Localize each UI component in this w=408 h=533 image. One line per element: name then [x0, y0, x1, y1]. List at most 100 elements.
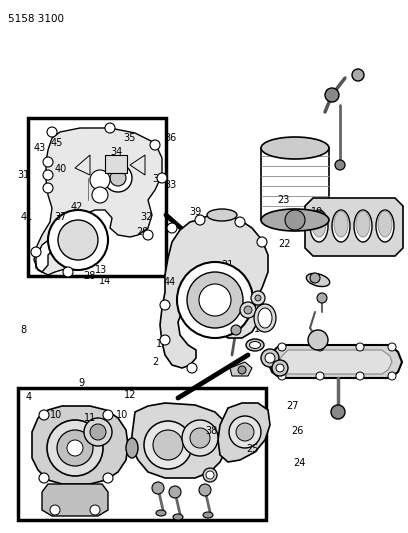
Circle shape — [352, 69, 364, 81]
Text: 19: 19 — [311, 207, 324, 217]
Circle shape — [143, 230, 153, 240]
Circle shape — [43, 183, 53, 193]
Circle shape — [57, 430, 93, 466]
Circle shape — [43, 170, 53, 180]
Ellipse shape — [261, 209, 329, 231]
Circle shape — [356, 372, 364, 380]
Circle shape — [103, 473, 113, 483]
Circle shape — [90, 170, 110, 190]
Text: 24: 24 — [294, 458, 306, 467]
Text: 20: 20 — [216, 271, 228, 281]
Circle shape — [105, 123, 115, 133]
Circle shape — [104, 164, 132, 192]
Circle shape — [47, 420, 103, 476]
Circle shape — [388, 372, 396, 380]
Text: 4: 4 — [25, 392, 32, 402]
Circle shape — [206, 471, 214, 479]
Text: 33: 33 — [164, 181, 177, 190]
Ellipse shape — [254, 304, 276, 332]
Ellipse shape — [378, 211, 392, 237]
Text: 28: 28 — [83, 271, 95, 281]
Circle shape — [388, 343, 396, 351]
Polygon shape — [230, 362, 252, 376]
Text: 10: 10 — [50, 410, 62, 419]
Text: 6: 6 — [191, 296, 197, 306]
Text: 23: 23 — [277, 195, 290, 205]
Text: 27: 27 — [287, 401, 299, 411]
Circle shape — [335, 160, 345, 170]
Text: 8: 8 — [20, 326, 27, 335]
Text: 22: 22 — [279, 239, 291, 249]
Circle shape — [160, 335, 170, 345]
Text: 38: 38 — [205, 426, 217, 435]
Text: 9: 9 — [78, 378, 85, 387]
Text: 3: 3 — [225, 291, 232, 301]
Circle shape — [244, 306, 252, 314]
Text: 14: 14 — [99, 277, 111, 286]
Circle shape — [182, 420, 218, 456]
Text: 26: 26 — [292, 426, 304, 435]
Circle shape — [84, 418, 112, 446]
Circle shape — [325, 88, 339, 102]
Circle shape — [67, 440, 83, 456]
Text: 36: 36 — [164, 133, 177, 142]
Text: 40: 40 — [54, 165, 67, 174]
Circle shape — [235, 217, 245, 227]
Ellipse shape — [258, 308, 272, 328]
Circle shape — [39, 473, 49, 483]
Circle shape — [150, 140, 160, 150]
Circle shape — [229, 416, 261, 448]
Circle shape — [177, 262, 253, 338]
Text: 25: 25 — [247, 444, 259, 454]
Ellipse shape — [354, 210, 372, 242]
Circle shape — [152, 482, 164, 494]
Ellipse shape — [332, 210, 350, 242]
Polygon shape — [278, 350, 392, 374]
Circle shape — [144, 421, 192, 469]
Circle shape — [31, 247, 41, 257]
Circle shape — [48, 210, 108, 270]
Ellipse shape — [126, 438, 138, 458]
Text: 11: 11 — [84, 414, 96, 423]
Circle shape — [90, 424, 106, 440]
Circle shape — [310, 273, 320, 283]
Polygon shape — [218, 403, 270, 462]
Ellipse shape — [156, 510, 166, 516]
Circle shape — [63, 267, 73, 277]
Circle shape — [110, 170, 126, 186]
Ellipse shape — [173, 514, 183, 520]
Polygon shape — [42, 484, 108, 516]
Polygon shape — [305, 198, 403, 256]
Text: 18: 18 — [254, 303, 266, 313]
Text: 37: 37 — [54, 213, 67, 222]
Circle shape — [203, 468, 217, 482]
Circle shape — [238, 366, 246, 374]
Text: 2: 2 — [152, 358, 158, 367]
Text: 21: 21 — [222, 261, 234, 270]
Circle shape — [43, 157, 53, 167]
Bar — [18, 388, 266, 520]
Ellipse shape — [310, 210, 328, 242]
Circle shape — [153, 430, 183, 460]
Circle shape — [169, 486, 181, 498]
Circle shape — [317, 293, 327, 303]
Text: 15: 15 — [193, 282, 205, 292]
Polygon shape — [132, 403, 228, 478]
Ellipse shape — [334, 211, 348, 237]
Ellipse shape — [376, 210, 394, 242]
Text: 30: 30 — [152, 174, 164, 183]
Ellipse shape — [356, 211, 370, 237]
Circle shape — [308, 330, 328, 350]
Circle shape — [255, 295, 261, 301]
Circle shape — [285, 210, 305, 230]
Circle shape — [278, 372, 286, 380]
Circle shape — [160, 300, 170, 310]
Circle shape — [316, 372, 324, 380]
Text: 31: 31 — [18, 170, 30, 180]
Text: 39: 39 — [189, 207, 201, 217]
Text: 1: 1 — [156, 339, 162, 349]
Circle shape — [103, 410, 113, 420]
Circle shape — [356, 343, 364, 351]
Text: 16: 16 — [254, 325, 266, 334]
Circle shape — [278, 343, 286, 351]
